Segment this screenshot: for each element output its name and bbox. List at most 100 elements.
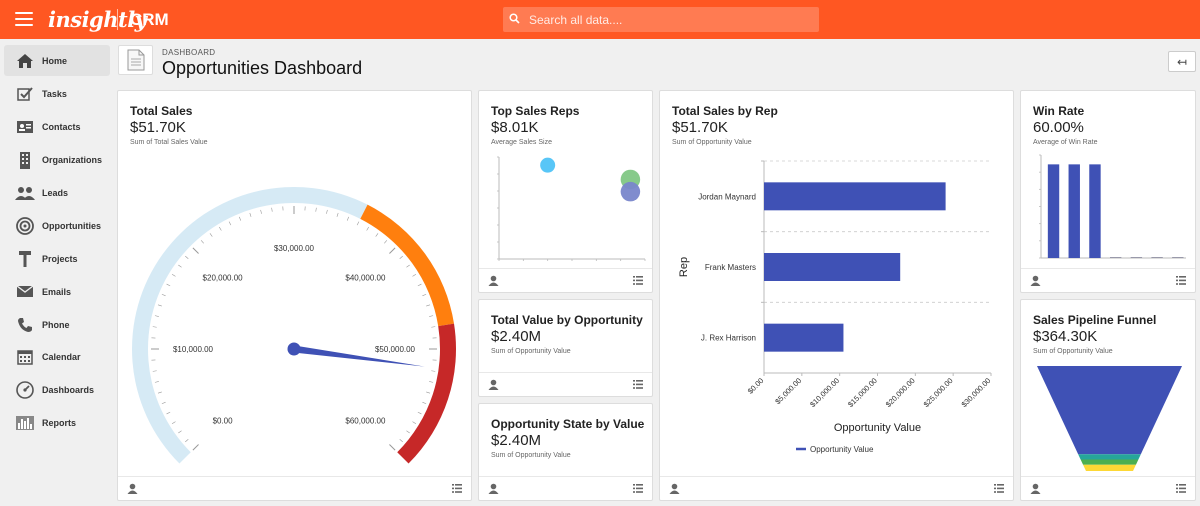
card-value: $51.70K	[672, 119, 728, 136]
phone-icon	[14, 316, 36, 334]
gauge-tick	[152, 326, 157, 328]
gauge-tick	[228, 221, 232, 226]
gauge-needle	[293, 345, 425, 367]
back-button[interactable]: ↤	[1168, 51, 1196, 72]
gauge-tick	[429, 381, 434, 383]
gauge-tick	[157, 304, 162, 307]
card-subtitle: Average Sales Size	[491, 139, 552, 146]
list-icon[interactable]	[1176, 276, 1186, 285]
bar	[1047, 164, 1060, 258]
gauge-tick	[152, 370, 157, 372]
sidebar-item-calendar[interactable]: Calendar	[4, 341, 110, 372]
gauge-tick	[431, 326, 436, 328]
sidebar-item-home[interactable]: Home	[4, 45, 110, 76]
card-subtitle: Sum of Total Sales Value	[130, 139, 208, 146]
gauge-tick	[192, 444, 199, 451]
sidebar-item-contacts[interactable]: Contacts	[4, 111, 110, 142]
list-icon[interactable]	[994, 484, 1004, 493]
gauge-tick	[426, 391, 431, 394]
user-icon[interactable]	[1030, 275, 1041, 286]
x-tick-label: $5,000.00	[773, 376, 803, 406]
win-rate-chart	[1039, 154, 1186, 259]
logo-divider	[117, 9, 118, 30]
card-value: $2.40M	[491, 432, 542, 449]
card-value: $2.40M	[491, 328, 542, 345]
card-title: Total Sales	[130, 104, 193, 118]
gauge-tick	[326, 209, 328, 214]
user-icon[interactable]	[669, 483, 680, 494]
bar	[764, 323, 844, 352]
gauge-tick-label: $60,000.00	[345, 416, 386, 425]
card-sales-pipeline-funnel[interactable]: Sales Pipeline Funnel $364.30K Sum of Op…	[1020, 299, 1196, 501]
back-arrow-icon: ↤	[1176, 54, 1188, 69]
gauge-tick	[406, 264, 410, 268]
bubble-point	[540, 157, 556, 173]
card-value: $364.30K	[1033, 328, 1098, 345]
card-total-sales-by-rep[interactable]: Total Sales by Rep $51.70K Sum of Opport…	[659, 90, 1014, 501]
card-title: Total Value by Opportunity S...	[491, 313, 643, 327]
gauge-tick	[249, 212, 252, 217]
funnel-stage	[1078, 454, 1141, 460]
card-win-rate[interactable]: Win Rate 60.00% Average of Win Rate	[1020, 90, 1196, 293]
gauge-tick	[154, 315, 159, 317]
card-opportunity-state-by-value[interactable]: Opportunity State by Value $2.40M Sum of…	[478, 403, 653, 501]
gauge-tick	[399, 439, 403, 443]
search-box[interactable]	[503, 7, 819, 32]
gauge-band	[360, 204, 455, 327]
gauge-tick	[260, 209, 262, 214]
sidebar-item-reports[interactable]: Reports	[4, 407, 110, 438]
x-tick-label: $25,000.00	[922, 376, 955, 409]
dashboards-icon	[14, 380, 36, 399]
sidebar-item-tasks[interactable]: Tasks	[4, 78, 110, 109]
user-icon[interactable]	[488, 483, 499, 494]
module-title[interactable]: CRM	[130, 10, 169, 29]
card-footer	[118, 476, 471, 500]
sidebar-item-dashboards[interactable]: Dashboards	[4, 374, 110, 405]
funnel-stage	[1083, 464, 1136, 471]
card-title: Sales Pipeline Funnel	[1033, 313, 1157, 327]
user-icon[interactable]	[127, 483, 138, 494]
gauge-band	[132, 187, 368, 464]
sidebar-item-opportunities[interactable]: Opportunities	[4, 210, 110, 241]
user-icon[interactable]	[488, 379, 499, 390]
card-total-sales[interactable]: Total Sales $51.70K Sum of Total Sales V…	[117, 90, 472, 501]
gauge-tick	[336, 212, 339, 217]
list-icon[interactable]	[633, 380, 643, 389]
gauge-tick-label: $10,000.00	[173, 345, 214, 354]
user-icon[interactable]	[488, 275, 499, 286]
menu-icon[interactable]	[15, 12, 33, 26]
bar	[1089, 164, 1101, 258]
gauge-tick-label: $50,000.00	[375, 345, 416, 354]
card-subtitle: Sum of Opportunity Value	[491, 452, 571, 459]
bubble-point	[620, 181, 641, 202]
card-total-value-by-state[interactable]: Total Value by Opportunity S... $2.40M S…	[478, 299, 653, 397]
sidebar-item-organizations[interactable]: Organizations	[4, 144, 110, 175]
gauge-tick	[161, 293, 166, 297]
user-icon[interactable]	[1030, 483, 1041, 494]
gauge-tick	[431, 370, 436, 372]
card-top-sales-reps[interactable]: Top Sales Reps $8.01K Average Sales Size	[478, 90, 653, 293]
gauge-tick	[422, 293, 427, 297]
card-value: 60.00%	[1033, 119, 1084, 136]
sidebar-item-projects[interactable]: Projects	[4, 243, 110, 274]
sidebar-item-emails[interactable]: Emails	[4, 276, 110, 307]
sidebar-item-leads[interactable]: Leads	[4, 177, 110, 208]
card-footer	[479, 476, 652, 500]
list-icon[interactable]	[1176, 484, 1186, 493]
contacts-icon	[14, 118, 36, 136]
search-input[interactable]	[529, 12, 809, 27]
list-icon[interactable]	[633, 276, 643, 285]
breadcrumb[interactable]: DASHBOARD	[162, 48, 216, 57]
gauge-tick	[389, 444, 396, 451]
list-icon[interactable]	[633, 484, 643, 493]
card-title: Win Rate	[1033, 104, 1085, 118]
page-title: Opportunities Dashboard	[162, 58, 363, 78]
sidebar-item-phone[interactable]: Phone	[4, 309, 110, 340]
x-axis-label: Opportunity Value	[834, 422, 921, 434]
gauge-band	[397, 323, 456, 464]
gauge-tick	[271, 207, 273, 212]
list-icon[interactable]	[452, 484, 462, 493]
sidebar: Home Tasks Contacts Organizations Leads …	[0, 39, 114, 506]
app-logo[interactable]: insightly	[48, 7, 147, 32]
x-tick-label: $30,000.00	[960, 376, 993, 409]
